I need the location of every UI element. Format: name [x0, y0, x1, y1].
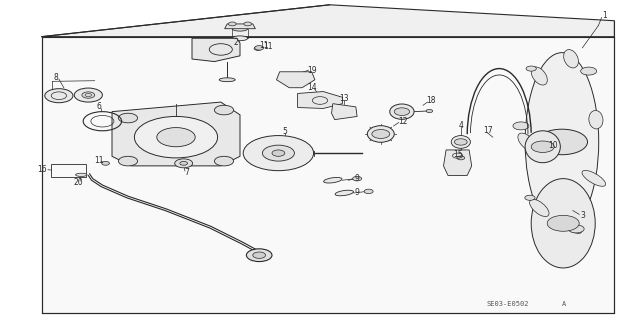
- Text: 11: 11: [95, 156, 104, 165]
- Text: 1: 1: [602, 11, 607, 20]
- Text: 18: 18: [426, 96, 435, 105]
- Polygon shape: [298, 92, 342, 108]
- Circle shape: [82, 92, 95, 98]
- Text: 20: 20: [73, 178, 83, 187]
- Circle shape: [157, 128, 195, 147]
- Circle shape: [372, 130, 390, 138]
- Text: 9: 9: [355, 174, 360, 183]
- Circle shape: [454, 139, 467, 145]
- Circle shape: [134, 116, 218, 158]
- Circle shape: [175, 159, 193, 168]
- Circle shape: [526, 66, 536, 71]
- Circle shape: [228, 22, 236, 26]
- Text: 11: 11: [263, 42, 272, 51]
- Circle shape: [426, 109, 433, 113]
- Ellipse shape: [529, 199, 549, 217]
- Circle shape: [255, 46, 264, 50]
- Circle shape: [394, 108, 410, 115]
- Text: 14: 14: [307, 83, 317, 92]
- Text: 7: 7: [184, 168, 189, 177]
- Polygon shape: [42, 37, 614, 313]
- Ellipse shape: [324, 177, 342, 183]
- Circle shape: [45, 89, 73, 103]
- Circle shape: [457, 156, 465, 160]
- Text: 12: 12: [399, 117, 408, 126]
- Polygon shape: [192, 38, 240, 62]
- Text: 13: 13: [339, 94, 349, 103]
- Polygon shape: [444, 150, 472, 175]
- Circle shape: [272, 150, 285, 156]
- Text: 16: 16: [36, 165, 47, 174]
- Ellipse shape: [568, 225, 584, 233]
- Circle shape: [536, 129, 588, 155]
- Text: 9: 9: [355, 188, 360, 197]
- Circle shape: [102, 161, 109, 165]
- Text: 19: 19: [307, 66, 317, 75]
- Polygon shape: [225, 24, 255, 29]
- Circle shape: [244, 22, 252, 26]
- Ellipse shape: [580, 67, 596, 75]
- Ellipse shape: [531, 67, 547, 85]
- Circle shape: [118, 156, 138, 166]
- Ellipse shape: [367, 126, 394, 142]
- Ellipse shape: [582, 170, 605, 186]
- Polygon shape: [42, 5, 614, 37]
- Text: SE03-E0502: SE03-E0502: [486, 301, 529, 307]
- Ellipse shape: [525, 131, 561, 163]
- Text: 8: 8: [54, 73, 59, 82]
- Circle shape: [364, 189, 373, 194]
- Circle shape: [253, 252, 266, 258]
- Circle shape: [214, 156, 234, 166]
- Ellipse shape: [589, 110, 603, 129]
- Circle shape: [243, 136, 314, 171]
- Text: A: A: [562, 301, 566, 307]
- Text: 10: 10: [548, 141, 558, 150]
- Circle shape: [246, 249, 272, 262]
- Text: 15: 15: [453, 150, 463, 159]
- Ellipse shape: [513, 122, 529, 130]
- Ellipse shape: [390, 104, 414, 119]
- Circle shape: [353, 176, 362, 181]
- Ellipse shape: [219, 78, 236, 82]
- Circle shape: [214, 105, 234, 115]
- Ellipse shape: [232, 36, 248, 41]
- Ellipse shape: [518, 133, 536, 151]
- Text: 11: 11: [259, 41, 268, 50]
- Polygon shape: [332, 104, 357, 120]
- Circle shape: [74, 88, 102, 102]
- Circle shape: [525, 195, 535, 200]
- Circle shape: [254, 47, 262, 50]
- Text: 2: 2: [233, 38, 238, 47]
- Ellipse shape: [560, 217, 582, 234]
- Circle shape: [118, 113, 138, 123]
- Circle shape: [531, 141, 554, 152]
- Ellipse shape: [525, 53, 598, 231]
- Text: 3: 3: [580, 211, 585, 220]
- Polygon shape: [112, 102, 240, 166]
- Text: 17: 17: [483, 126, 493, 135]
- Circle shape: [547, 215, 579, 231]
- Polygon shape: [276, 72, 315, 88]
- Ellipse shape: [531, 179, 595, 268]
- Ellipse shape: [451, 136, 470, 148]
- Ellipse shape: [76, 173, 87, 176]
- Text: 6: 6: [97, 102, 102, 111]
- Text: 4: 4: [458, 121, 463, 130]
- Ellipse shape: [335, 190, 353, 196]
- Ellipse shape: [232, 26, 248, 31]
- Circle shape: [262, 145, 294, 161]
- Circle shape: [180, 161, 188, 165]
- Ellipse shape: [564, 49, 579, 68]
- Text: 5: 5: [282, 127, 287, 136]
